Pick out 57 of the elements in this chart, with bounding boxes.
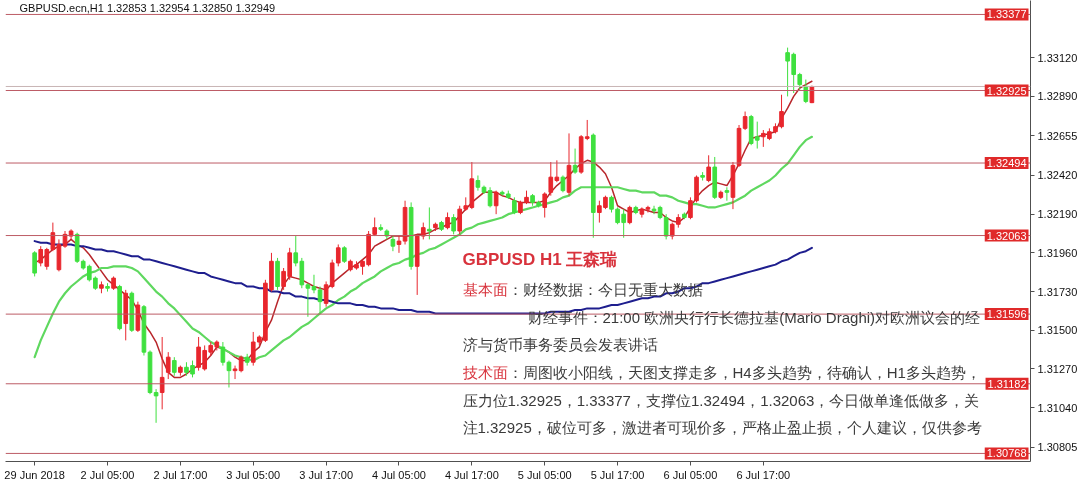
- annotation: 注1.32925，破位可多，激进者可现价多，严格止盈止损，个人建议，仅供参考: [462, 419, 982, 436]
- candlestick: [451, 213, 456, 235]
- x-tick-label: 4 Jul 05:00: [372, 468, 426, 481]
- annotation: 压力位1.32925，1.33377，支撑位1.32494，1.32063，今日做单逢低做多，关: [462, 392, 980, 409]
- candlestick: [493, 190, 499, 215]
- annotation: 技术面: [461, 364, 508, 381]
- x-tick-label: 4 Jul 17:00: [444, 468, 499, 481]
- y-tick-label: 1.32190: [1037, 208, 1078, 221]
- ref-line-label: 1.30768: [986, 447, 1027, 460]
- candlestick: [706, 154, 711, 183]
- candlestick: [724, 186, 730, 202]
- candlestick: [627, 205, 633, 225]
- candlestick: [572, 148, 578, 175]
- y-tick-label: 1.32420: [1037, 169, 1078, 182]
- ref-line-label: 1.32063: [986, 229, 1027, 242]
- candlestick: [651, 205, 657, 215]
- x-tick-label: 6 Jul 17:00: [736, 468, 791, 481]
- y-tick-label: 1.31960: [1037, 246, 1078, 259]
- y-tick-label: 1.31500: [1037, 324, 1078, 337]
- y-tick-label: 1.30805: [1037, 441, 1078, 454]
- ref-line-label: 1.32925: [986, 84, 1027, 97]
- candlestick: [153, 388, 159, 424]
- annotation: ：周图收小阳线，天图支撑走多，H4多头趋势，待确认，H1多头趋势，: [507, 364, 981, 381]
- y-tick-label: 1.32655: [1037, 129, 1078, 142]
- y-tick-label: 1.31270: [1037, 362, 1078, 375]
- ref-line-label: 1.31596: [986, 308, 1027, 321]
- y-tick-label: 1.32890: [1037, 90, 1078, 103]
- x-tick-label: 5 Jul 17:00: [590, 468, 645, 481]
- candlestick: [487, 186, 493, 208]
- x-tick-label: 3 Jul 17:00: [299, 468, 354, 481]
- annotation: 济与货币事务委员会发表讲话: [462, 336, 658, 353]
- y-tick-label: 1.31040: [1037, 401, 1078, 414]
- candlestick: [159, 336, 165, 410]
- annotation: 基本面: [462, 281, 508, 298]
- candlestick: [390, 235, 396, 252]
- candlestick: [427, 206, 432, 240]
- candlestick: [317, 286, 323, 314]
- ref-line-label: 1.31182: [987, 377, 1027, 390]
- candlestick: [165, 351, 171, 380]
- x-tick-label: 5 Jul 05:00: [517, 468, 572, 481]
- chart-title: GBPUSD.ecn,H1 1.32853 1.32954 1.32850 1.32949: [19, 1, 276, 14]
- y-tick-label: 1.31730: [1037, 285, 1078, 298]
- candlestick: [475, 174, 481, 192]
- x-tick-label: 3 Jul 05:00: [226, 468, 281, 481]
- annotation: GBPUSD H1 王森瑞: [462, 250, 618, 269]
- candlestick: [542, 191, 548, 219]
- candlestick: [396, 235, 402, 254]
- candlestick: [803, 79, 809, 104]
- x-tick-label: 2 Jul 17:00: [153, 468, 208, 481]
- y-tick-label: 1.33120: [1037, 51, 1078, 64]
- x-tick-label: 2 Jul 05:00: [80, 468, 135, 481]
- ref-line-label: 1.32494: [986, 157, 1027, 170]
- ref-line-label: 1.33377: [986, 8, 1027, 21]
- candlestick: [32, 250, 37, 277]
- candlestick: [171, 356, 177, 377]
- x-tick-label: 29 Jun 2018: [4, 468, 65, 481]
- x-tick-label: 6 Jul 05:00: [663, 468, 718, 481]
